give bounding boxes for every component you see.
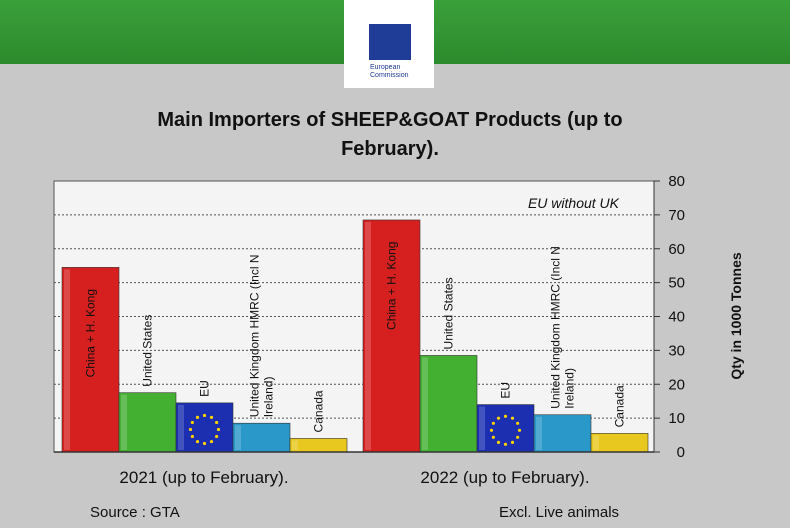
eu-star (516, 421, 520, 425)
y-tick-label: 50 (668, 275, 685, 292)
eu-star (510, 440, 515, 445)
bar-series-label: United States (442, 277, 456, 349)
bar-highlight (422, 357, 428, 450)
bar-series-label: Ireland) (262, 377, 276, 418)
bar (289, 438, 348, 453)
bar-series-label: Ireland) (563, 368, 577, 409)
y-tick-label: 20 (668, 376, 685, 393)
eu-flag-icon (369, 24, 411, 60)
eu-star (188, 427, 193, 432)
y-tick-label: 70 (668, 207, 685, 224)
source-note: Source : GTA (90, 504, 180, 521)
chart-title: Main Importers of SHEEP&GOAT Products (u… (90, 106, 690, 164)
bar-series-label: United States (141, 315, 155, 387)
bar-highlight (365, 221, 371, 450)
bar-highlight (536, 416, 542, 450)
category-label-2021: 2021 (up to February). (119, 468, 288, 487)
y-axis-label: Qty in 1000 Tonnes (728, 252, 744, 380)
eu-star (489, 428, 494, 432)
chart-title-line1: Main Importers of SHEEP&GOAT Products (u… (157, 109, 623, 131)
eu-star (215, 434, 219, 439)
eu-star (503, 442, 508, 446)
bar-highlight (593, 435, 599, 450)
eu-star (202, 441, 207, 446)
eu-star (190, 434, 194, 439)
logo-text-line1: European (370, 64, 401, 71)
bar (118, 392, 177, 453)
eu-star (216, 427, 221, 432)
bar-series-label: China + H. Kong (385, 242, 399, 330)
eu-star (209, 439, 214, 444)
eu-star (491, 421, 495, 425)
bar-series-label: United Kingdom HMRC (Incl N (549, 246, 563, 409)
bar (362, 219, 421, 453)
eu-star (215, 420, 219, 425)
bar-highlight (235, 425, 241, 450)
chart-title-line2: February). (341, 138, 439, 160)
eu-star (503, 414, 508, 418)
bar-series-label: Canada (613, 385, 627, 427)
bar (232, 422, 291, 453)
bar (533, 414, 592, 453)
eu-star (491, 435, 495, 439)
logo-text-line2: Commission (370, 72, 409, 79)
footer-note: Excl. Live animals (499, 504, 620, 521)
bar-series-label: Canada (312, 390, 326, 432)
european-commission-logo: European Commission (344, 0, 434, 88)
y-tick-label: 10 (668, 410, 685, 427)
bar-highlight (292, 440, 298, 450)
bar-highlight (479, 406, 485, 450)
annotation-text: EU without UK (528, 195, 620, 211)
eu-star (202, 413, 207, 418)
bar-series-label: United Kingdom HMRC (Incl N (248, 254, 262, 417)
eu-star (195, 415, 200, 419)
eu-star (496, 440, 501, 445)
eu-star (195, 439, 200, 444)
eu-star (516, 435, 520, 439)
bar-highlight (64, 269, 70, 450)
eu-star (510, 416, 515, 420)
eu-star (517, 428, 522, 432)
eu-star (496, 416, 501, 420)
category-label-2022: 2022 (up to February). (420, 468, 589, 487)
bar (61, 267, 120, 453)
bar-highlight (178, 404, 184, 450)
y-tick-label: 40 (668, 309, 685, 326)
y-tick-label: 60 (668, 241, 685, 258)
y-tick-label: 30 (668, 342, 685, 359)
bar-highlight (121, 394, 127, 450)
bar (419, 355, 478, 453)
y-tick-label: 80 (668, 173, 685, 190)
bar-series-label: EU (198, 380, 212, 397)
eu-star (209, 415, 214, 419)
bar (590, 433, 649, 453)
bar-series-label: EU (499, 382, 513, 399)
eu-star (190, 420, 194, 425)
y-tick-label: 0 (677, 444, 685, 461)
bar-series-label: China + H. Kong (84, 289, 98, 377)
